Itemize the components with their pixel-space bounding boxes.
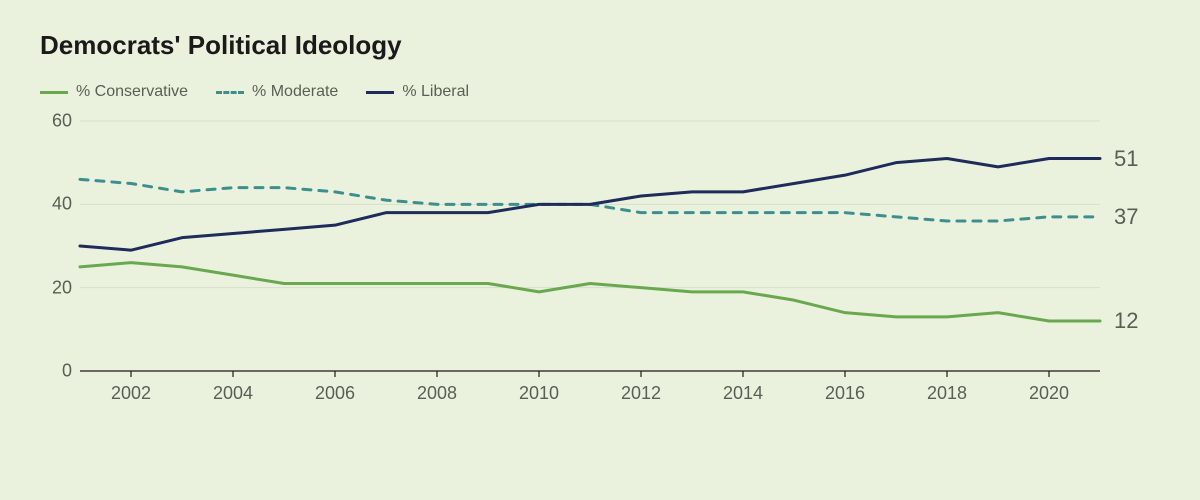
y-tick-label: 40 bbox=[32, 194, 72, 215]
plot-area: 0204060200220042006200820102012201420162… bbox=[30, 115, 1160, 405]
chart-title: Democrats' Political Ideology bbox=[40, 30, 1160, 61]
x-tick-label: 2006 bbox=[315, 383, 355, 404]
x-tick-label: 2016 bbox=[825, 383, 865, 404]
legend-swatch-conservative bbox=[40, 91, 68, 94]
series-end-label: 12 bbox=[1114, 308, 1138, 334]
legend-swatch-moderate bbox=[216, 91, 244, 94]
legend-item-liberal: % Liberal bbox=[366, 83, 469, 101]
legend-label: % Conservative bbox=[76, 83, 188, 101]
y-tick-label: 60 bbox=[32, 111, 72, 132]
y-tick-label: 0 bbox=[32, 361, 72, 382]
series-line bbox=[80, 263, 1100, 321]
legend-item-conservative: % Conservative bbox=[40, 83, 188, 101]
x-tick-label: 2020 bbox=[1029, 383, 1069, 404]
chart-container: Democrats' Political Ideology % Conserva… bbox=[0, 0, 1200, 500]
legend: % Conservative % Moderate % Liberal bbox=[40, 83, 1160, 101]
chart-svg bbox=[30, 115, 1160, 405]
series-line bbox=[80, 179, 1100, 221]
x-tick-label: 2010 bbox=[519, 383, 559, 404]
x-tick-label: 2012 bbox=[621, 383, 661, 404]
x-tick-label: 2004 bbox=[213, 383, 253, 404]
legend-swatch-liberal bbox=[366, 91, 394, 94]
x-tick-label: 2002 bbox=[111, 383, 151, 404]
series-end-label: 51 bbox=[1114, 146, 1138, 172]
x-tick-label: 2008 bbox=[417, 383, 457, 404]
legend-label: % Liberal bbox=[402, 83, 469, 101]
legend-item-moderate: % Moderate bbox=[216, 83, 338, 101]
series-end-label: 37 bbox=[1114, 204, 1138, 230]
x-tick-label: 2018 bbox=[927, 383, 967, 404]
x-tick-label: 2014 bbox=[723, 383, 763, 404]
y-tick-label: 20 bbox=[32, 277, 72, 298]
legend-label: % Moderate bbox=[252, 83, 338, 101]
